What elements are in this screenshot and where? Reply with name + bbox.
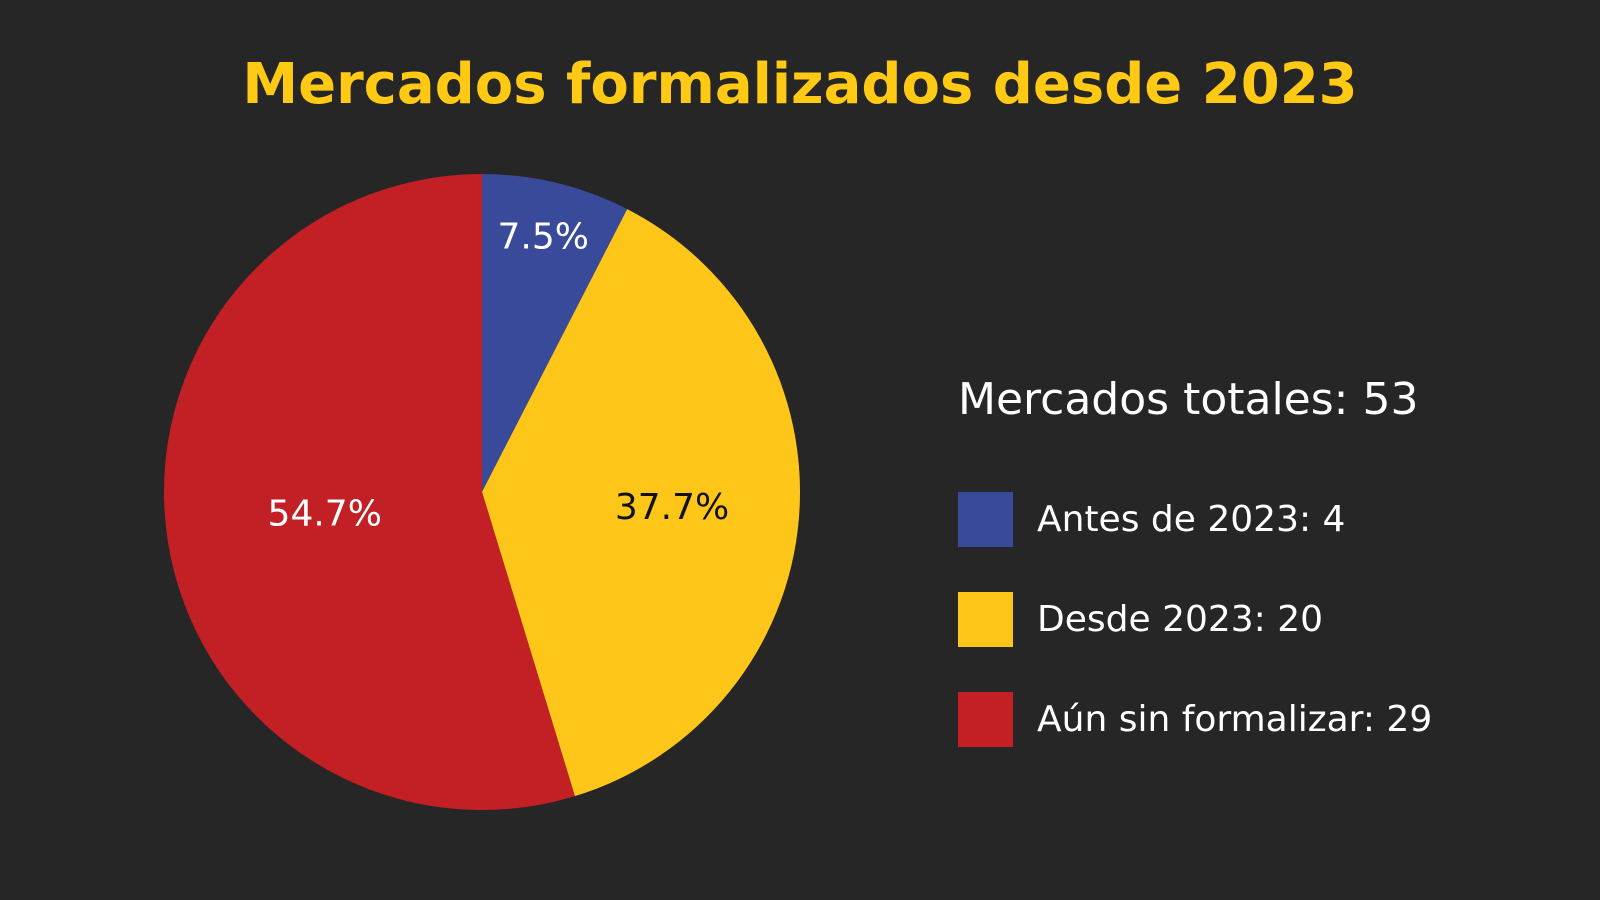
legend: Antes de 2023: 4 Desde 2023: 20 Aún sin … (958, 491, 1432, 791)
legend-label-desde-2023: Desde 2023: 20 (1037, 598, 1324, 640)
legend-item-antes-2023: Antes de 2023: 4 (958, 491, 1432, 547)
pie-label-antes-2023: 7.5% (498, 217, 589, 258)
pie-slice-antes-2023 (482, 174, 628, 492)
legend-swatch-antes-2023 (958, 491, 1013, 547)
legend-item-desde-2023: Desde 2023: 20 (958, 591, 1432, 647)
pie-label-desde-2023: 37.7% (615, 487, 729, 528)
total-markets-label: Mercados totales: 53 (958, 374, 1419, 425)
pie-label-sin-formalizar: 54.7% (268, 493, 382, 534)
legend-label-antes-2023: Antes de 2023: 4 (1037, 498, 1346, 540)
legend-label-sin-formalizar: Aún sin formalizar: 29 (1037, 698, 1433, 740)
pie-slice-sin-formalizar (163, 174, 575, 810)
legend-item-sin-formalizar: Aún sin formalizar: 29 (958, 691, 1432, 747)
legend-swatch-sin-formalizar (958, 691, 1013, 747)
chart-title: Mercados formalizados desde 2023 (242, 52, 1358, 117)
legend-swatch-desde-2023 (958, 591, 1013, 647)
pie-slice-desde-2023 (482, 209, 800, 797)
